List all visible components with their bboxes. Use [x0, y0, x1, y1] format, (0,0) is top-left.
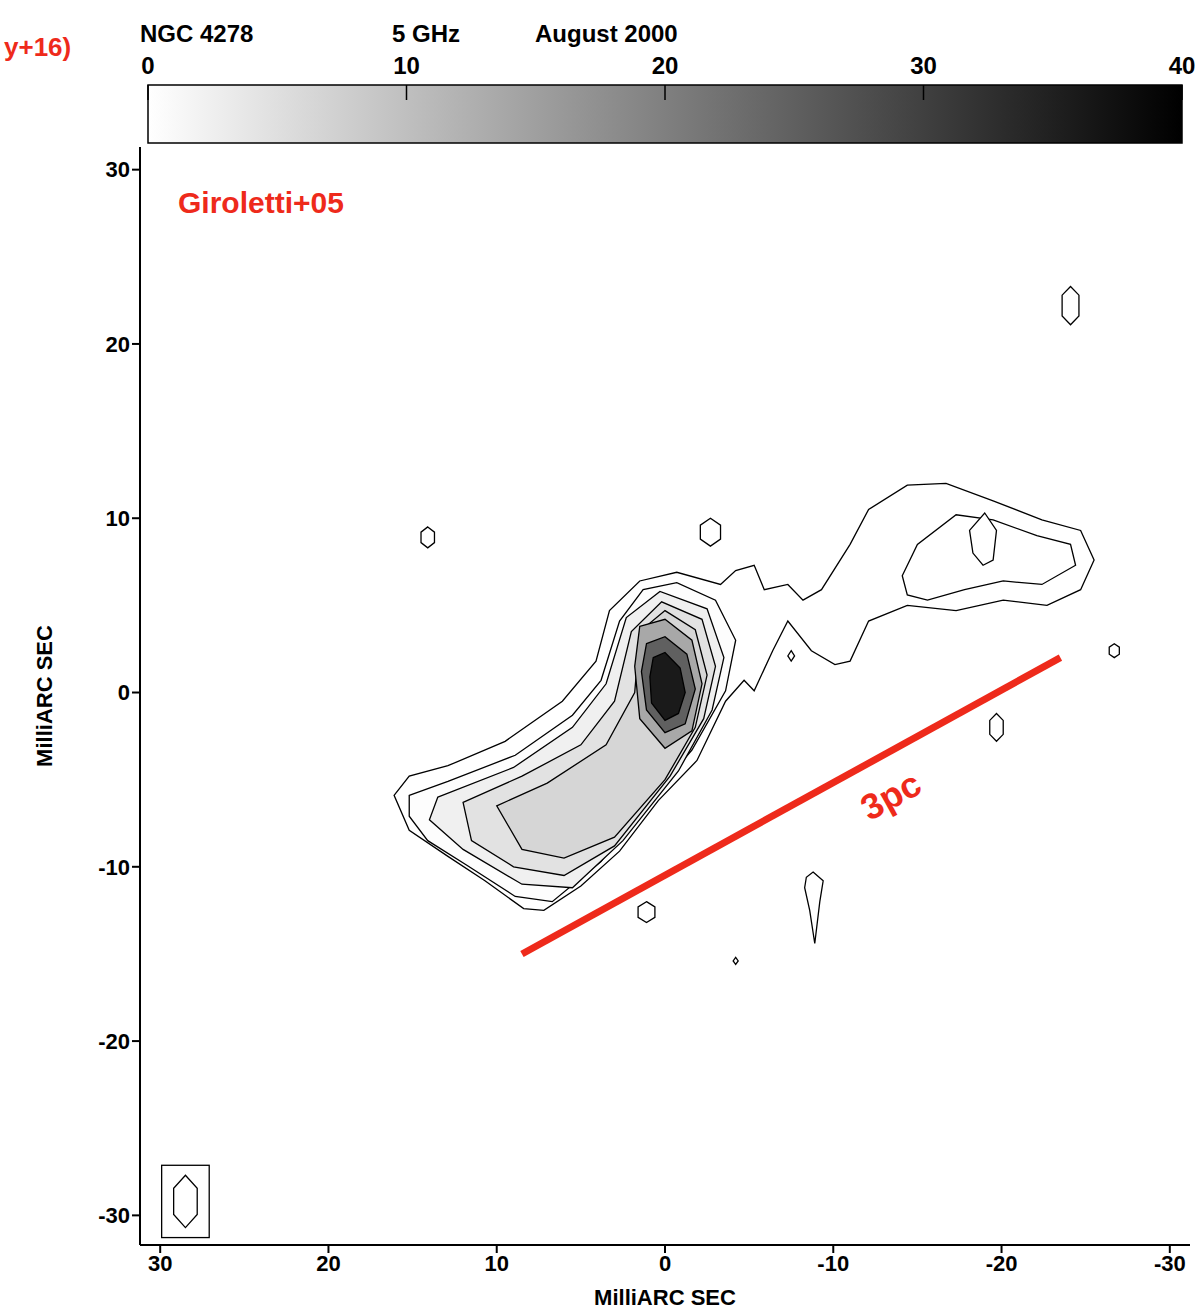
html-text:Giroletti+05: Giroletti+05	[178, 186, 344, 219]
svg-text:20: 20	[106, 332, 130, 357]
svg-text:August 2000: August 2000	[535, 20, 678, 47]
svg-text:-10: -10	[817, 1251, 849, 1276]
svg-text:20: 20	[316, 1251, 340, 1276]
svg-text:0: 0	[118, 680, 130, 705]
svg-text:MilliARC SEC: MilliARC SEC	[594, 1285, 736, 1310]
svg-text:NGC 4278: NGC 4278	[140, 20, 253, 47]
svg-text:-20: -20	[986, 1251, 1018, 1276]
svg-text:10: 10	[106, 506, 130, 531]
svg-text:MilliARC SEC: MilliARC SEC	[32, 625, 57, 767]
svg-text:40: 40	[1169, 52, 1196, 79]
svg-text:0: 0	[659, 1251, 671, 1276]
svg-text:-30: -30	[98, 1203, 130, 1228]
svg-text:10: 10	[484, 1251, 508, 1276]
svg-text:-10: -10	[98, 855, 130, 880]
svg-text:y+16): y+16)	[4, 32, 71, 62]
svg-text:5 GHz: 5 GHz	[392, 20, 460, 47]
svg-text:30: 30	[106, 157, 130, 182]
svg-text:20: 20	[652, 52, 679, 79]
svg-text:0: 0	[141, 52, 154, 79]
svg-text:-20: -20	[98, 1029, 130, 1054]
svg-text:30: 30	[148, 1251, 172, 1276]
svg-text:30: 30	[910, 52, 937, 79]
svg-text:3pc: 3pc	[854, 763, 928, 829]
svg-text:-30: -30	[1154, 1251, 1186, 1276]
svg-text:10: 10	[393, 52, 420, 79]
